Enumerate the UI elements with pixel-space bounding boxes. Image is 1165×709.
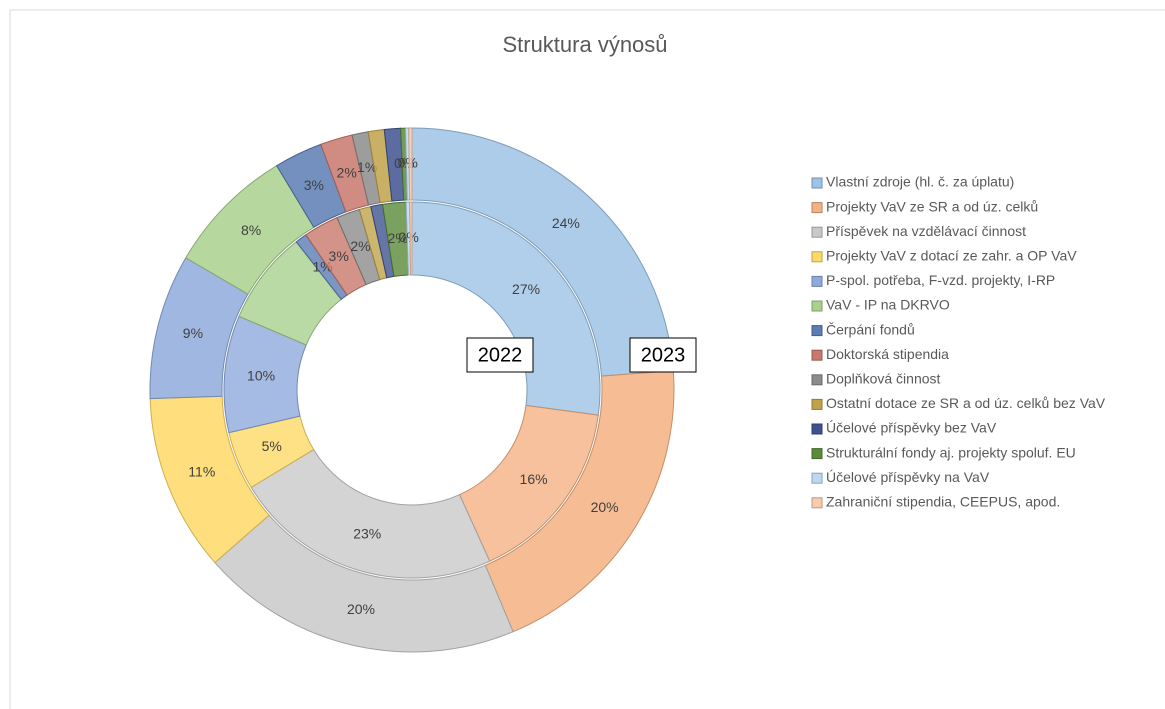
legend-label: P-spol. potřeba, F-vzd. projekty, I-RP [826,272,1055,288]
legend-label: Ostatní dotace ze SR a od úz. celků bez … [826,395,1106,411]
donut-segment [409,201,413,276]
data-label: 27% [512,281,540,297]
data-label: 2% [337,164,357,180]
legend-marker [811,423,823,435]
series-label: 2022 [478,344,523,366]
data-label: 0% [398,155,418,171]
data-label: 9% [183,325,203,341]
data-label: 3% [304,177,324,193]
data-label: 10% [247,368,275,384]
donut-segment [411,201,601,416]
legend-label: Vlastní zdroje (hl. č. za úplatu) [826,174,1014,190]
legend-marker [811,448,823,460]
legend-marker [811,275,823,287]
legend-marker [811,251,823,263]
legend-marker [811,325,823,337]
legend-label: Zahraniční stipendia, CEEPUS, apod. [826,494,1060,510]
series-label-box [629,337,697,373]
data-label: 0% [399,229,419,245]
legend-label: Doplňková činnost [826,371,941,387]
data-label: 20% [347,601,375,617]
legend-marker [811,300,823,312]
legend-marker [811,226,823,238]
donut-segment [250,448,491,579]
legend-label: Příspěvek na vzdělávací činnost [826,223,1026,239]
legend-label: Projekty VaV ze SR a od úz. celků [826,198,1038,214]
data-label: 16% [520,471,548,487]
chart-title: Struktura výnosů [502,32,667,57]
legend-marker [811,202,823,214]
data-label: 2% [350,238,370,254]
data-label: 24% [552,215,580,231]
legend-label: Čerpání fondů [826,321,915,337]
legend-marker [811,398,823,410]
series-label-box [466,337,534,373]
data-label: 3% [329,248,349,264]
data-label: 5% [262,438,282,454]
legend-marker [811,349,823,361]
legend-marker [811,472,823,484]
legend-marker [811,374,823,386]
data-label: 23% [353,525,381,541]
data-label: 1% [357,159,377,175]
legend-label: Strukturální fondy aj. projekty spoluf. … [826,444,1076,460]
legend-label: Doktorská stipendia [826,346,949,362]
legend-label: VaV - IP na DKRVO [826,297,950,313]
series-label: 2023 [641,344,686,366]
legend-marker [811,177,823,189]
data-label: 11% [188,464,215,480]
legend-label: Projekty VaV z dotací ze zahr. a OP VaV [826,248,1077,264]
legend-marker [811,497,823,509]
legend-label: Účelové příspěvky bez VaV [826,420,997,436]
data-label: 20% [591,499,619,515]
data-label: 2% [388,230,408,246]
legend-label: Účelové příspěvky na VaV [826,469,990,485]
data-label: 8% [241,222,261,238]
donut-segment [408,127,413,201]
